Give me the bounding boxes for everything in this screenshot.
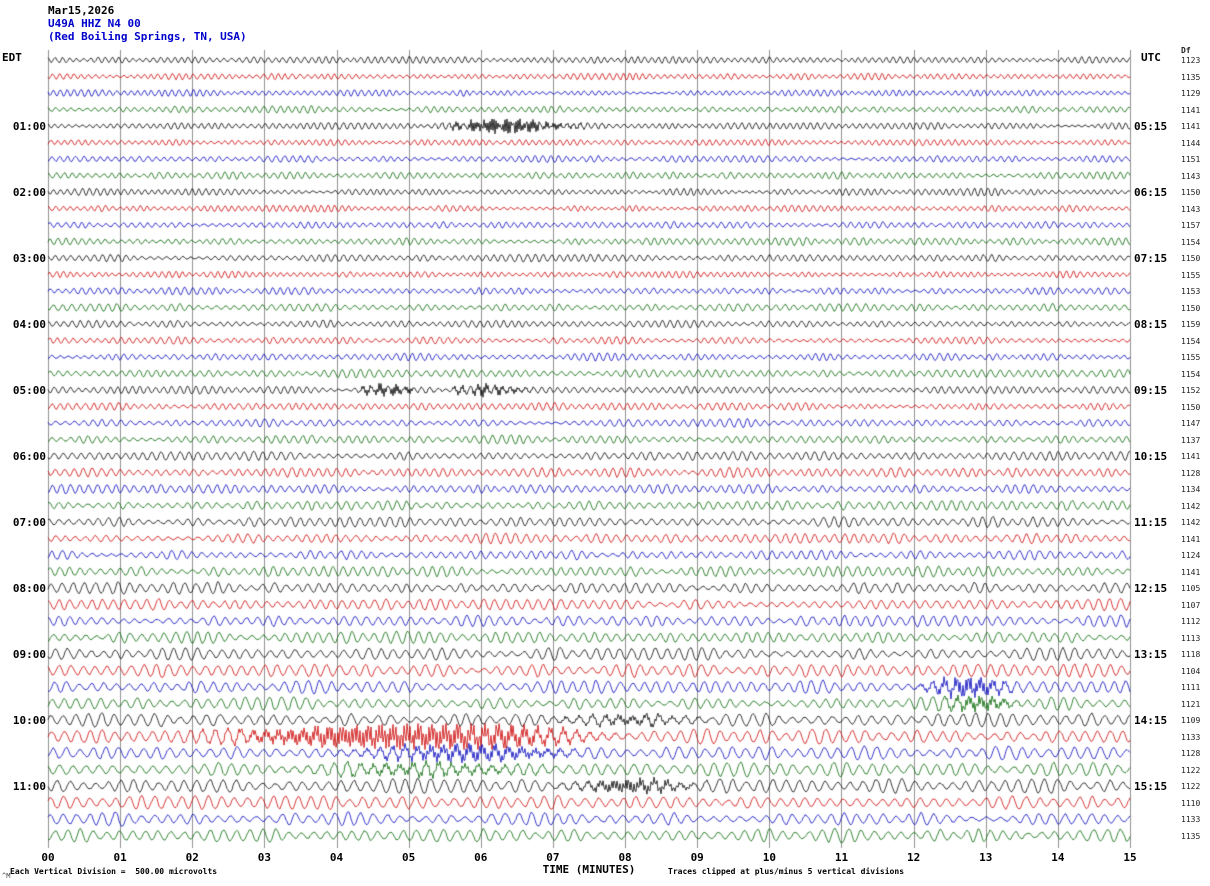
row-gain-value: 1122 (1181, 782, 1201, 791)
right-time-label: 05:15 (1134, 120, 1168, 133)
left-time-label: 04:00 (12, 318, 46, 331)
minute-tick-label: 07 (546, 851, 560, 864)
left-time-label: 09:00 (12, 648, 46, 661)
row-gain-value: 1112 (1181, 617, 1201, 626)
row-gain-value: 1159 (1181, 320, 1201, 329)
row-gain-value: 1105 (1181, 584, 1201, 593)
row-gain-value: 1110 (1181, 798, 1201, 808)
right-timezone-label: UTC (1141, 51, 1161, 64)
minute-tick-label: 12 (906, 851, 921, 864)
row-gain-value: 1128 (1181, 468, 1201, 478)
minute-tick-label: 03 (257, 851, 272, 864)
row-gain-value: 1150 (1181, 303, 1201, 313)
x-axis-title: TIME (MINUTES) (542, 863, 636, 876)
row-gain-value: 1143 (1181, 171, 1201, 181)
row-gain-value: 1141 (1181, 534, 1201, 544)
minute-tick-label: 05 (402, 851, 416, 864)
row-gain-value: 1141 (1181, 122, 1201, 131)
left-time-label: 03:00 (12, 252, 46, 265)
minute-tick-label: 11 (834, 851, 849, 864)
row-gain-value: 1150 (1181, 402, 1201, 412)
row-gain-value: 1153 (1181, 287, 1201, 296)
row-gain-value: 1142 (1181, 518, 1201, 527)
row-gain-value: 1154 (1181, 369, 1201, 379)
row-gain-value: 1111 (1181, 683, 1201, 692)
right-time-label: 13:15 (1134, 648, 1168, 661)
row-gain-value: 1154 (1181, 237, 1201, 247)
footer-scale-note: Each Vertical Division = 500.00 microvol… (10, 867, 218, 876)
right-time-label: 07:15 (1134, 252, 1168, 265)
corner-mark: ^M (2, 872, 11, 880)
row-gain-value: 1135 (1181, 831, 1201, 841)
right-time-label: 15:15 (1134, 780, 1168, 793)
row-gain-value: 1141 (1181, 452, 1201, 461)
right-time-label: 11:15 (1134, 516, 1168, 529)
minute-tick-label: 10 (762, 851, 776, 864)
row-gain-value: 1107 (1181, 600, 1201, 610)
row-gain-value: 1124 (1181, 551, 1201, 560)
row-gain-value: 1133 (1181, 732, 1201, 742)
header-date: Mar15,2026 (48, 4, 115, 17)
row-gain-value: 1104 (1181, 666, 1201, 676)
header-location: (Red Boiling Springs, TN, USA) (48, 30, 247, 43)
left-time-label: 06:00 (12, 450, 46, 463)
left-time-label: 11:00 (12, 780, 46, 793)
minute-tick-label: 15 (1123, 851, 1137, 864)
row-gain-value: 1150 (1181, 188, 1201, 197)
row-gain-value: 1144 (1181, 138, 1201, 148)
left-timezone-label: EDT (2, 51, 22, 64)
row-gain-value: 1109 (1181, 716, 1201, 725)
left-time-label: 08:00 (12, 582, 46, 595)
row-gain-value: 1133 (1181, 815, 1201, 824)
right-time-label: 09:15 (1134, 384, 1168, 397)
right-time-label: 10:15 (1134, 450, 1168, 463)
row-gain-value: 1141 (1181, 105, 1201, 115)
minute-tick-label: 14 (1051, 851, 1065, 864)
row-gain-value: 1118 (1181, 650, 1201, 659)
left-time-label: 01:00 (12, 120, 46, 133)
right-time-label: 14:15 (1134, 714, 1168, 727)
row-gain-value: 1128 (1181, 749, 1201, 758)
left-time-label: 02:00 (12, 186, 46, 199)
minute-tick-label: 09 (690, 851, 704, 864)
row-gain-value: 1155 (1181, 353, 1201, 362)
header-station: U49A HHZ N4 00 (48, 17, 141, 30)
row-gain-value: 1150 (1181, 254, 1201, 263)
minute-tick-label: 01 (113, 851, 127, 864)
right-time-label: 08:15 (1134, 318, 1168, 331)
minute-tick-label: 02 (185, 851, 199, 864)
row-gain-value: 1151 (1181, 155, 1201, 164)
row-gain-value: 1152 (1181, 386, 1201, 395)
right-time-label: 12:15 (1134, 582, 1168, 595)
row-gain-value: 1154 (1181, 336, 1201, 346)
left-time-label: 05:00 (12, 384, 46, 397)
minute-tick-label: 00 (41, 851, 55, 864)
minute-tick-label: 04 (329, 851, 344, 864)
row-gain-value: 1113 (1181, 633, 1201, 643)
row-gain-value: 1129 (1181, 89, 1201, 98)
row-gain-value: 1155 (1181, 270, 1201, 280)
right-column-header: Df (1181, 46, 1191, 55)
minute-tick-label: 13 (979, 851, 993, 864)
row-gain-value: 1157 (1181, 221, 1201, 230)
left-time-label: 10:00 (12, 714, 46, 727)
left-time-label: 07:00 (12, 516, 46, 529)
row-gain-value: 1122 (1181, 765, 1201, 775)
row-gain-value: 1121 (1181, 699, 1201, 709)
right-time-label: 06:15 (1134, 186, 1168, 199)
row-gain-value: 1137 (1181, 435, 1201, 445)
row-gain-value: 1143 (1181, 204, 1201, 214)
row-gain-value: 1141 (1181, 567, 1201, 577)
minute-tick-label: 06 (474, 851, 488, 864)
row-gain-value: 1147 (1181, 419, 1201, 428)
row-gain-value: 1123 (1181, 56, 1201, 65)
row-gain-value: 1135 (1181, 72, 1201, 82)
footer-clip-note: Traces clipped at plus/minus 5 vertical … (668, 867, 905, 876)
row-gain-value: 1142 (1181, 501, 1201, 511)
row-gain-value: 1134 (1181, 485, 1201, 494)
minute-tick-label: 08 (618, 851, 632, 864)
